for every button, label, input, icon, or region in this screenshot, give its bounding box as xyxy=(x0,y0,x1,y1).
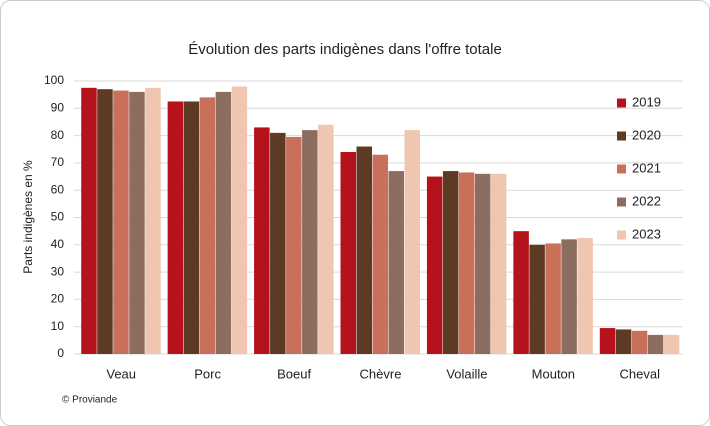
bar xyxy=(577,237,593,354)
y-axis-label: Parts indigènes en % xyxy=(21,160,35,274)
bar xyxy=(615,329,632,354)
bar xyxy=(340,151,356,354)
y-tick-label: 70 xyxy=(51,155,65,169)
y-tick-label: 40 xyxy=(51,237,65,251)
bar xyxy=(129,91,145,355)
bar xyxy=(663,334,680,354)
y-tick-label: 80 xyxy=(51,128,65,142)
y-tick-label: 20 xyxy=(51,292,65,306)
bar xyxy=(490,173,507,354)
bar xyxy=(545,243,561,354)
legend-label: 2020 xyxy=(632,127,661,142)
x-tick-label: Chèvre xyxy=(360,366,402,381)
legend-swatch xyxy=(617,131,626,141)
bar xyxy=(513,231,529,354)
bar xyxy=(647,334,664,354)
y-tick-label: 50 xyxy=(51,210,65,224)
x-tick-label: Boeuf xyxy=(277,366,311,381)
bar xyxy=(302,130,318,354)
x-tick-label: Cheval xyxy=(620,366,661,381)
legend-swatch xyxy=(617,230,626,240)
y-tick-label: 10 xyxy=(51,319,65,333)
x-tick-label: Mouton xyxy=(532,366,575,381)
legend-label: 2019 xyxy=(632,94,661,109)
bar xyxy=(215,91,232,355)
legend-swatch xyxy=(617,164,626,174)
bar xyxy=(183,101,200,354)
bar xyxy=(388,171,404,354)
x-tick-label: Porc xyxy=(194,366,221,381)
legend-label: 2023 xyxy=(632,226,661,241)
bar xyxy=(270,132,286,354)
bar xyxy=(356,146,372,354)
bar xyxy=(631,330,648,354)
x-tick-label: Veau xyxy=(106,366,136,381)
bar xyxy=(458,172,475,354)
legend-swatch xyxy=(617,98,626,108)
source: © Proviande xyxy=(62,395,118,406)
bar xyxy=(254,127,270,354)
y-tick-label: 100 xyxy=(44,73,64,87)
y-tick-label: 90 xyxy=(51,100,65,114)
bar xyxy=(167,101,184,354)
y-tick-label: 60 xyxy=(51,182,65,196)
y-tick-label: 30 xyxy=(51,264,65,278)
bar xyxy=(426,176,443,354)
chart-title: Évolution des parts indigènes dans l'off… xyxy=(188,41,502,58)
legend-swatch xyxy=(617,197,626,207)
bar xyxy=(145,87,161,354)
bar xyxy=(199,97,216,354)
bar xyxy=(231,86,248,355)
x-tick-label: Volaille xyxy=(446,366,487,381)
bar xyxy=(442,171,459,354)
bar xyxy=(286,136,302,354)
bar xyxy=(561,239,577,354)
bar xyxy=(529,244,545,354)
bar xyxy=(599,328,616,354)
legend-label: 2022 xyxy=(632,193,661,208)
y-tick-label: 0 xyxy=(57,346,64,360)
bar xyxy=(318,124,334,355)
bar xyxy=(113,90,129,355)
bar xyxy=(404,130,420,354)
legend-label: 2021 xyxy=(632,160,661,175)
bar xyxy=(372,154,388,354)
bar xyxy=(474,173,491,354)
bar xyxy=(81,87,97,354)
bar xyxy=(97,89,113,354)
